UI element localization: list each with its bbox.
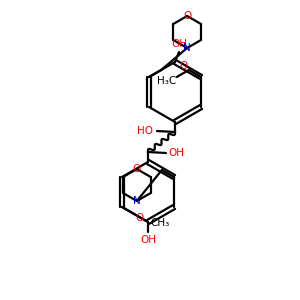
Text: CH₃: CH₃: [151, 218, 170, 228]
Text: OH: OH: [140, 235, 156, 245]
Text: O: O: [133, 164, 141, 174]
Text: N: N: [133, 196, 141, 206]
Text: N: N: [183, 43, 191, 53]
Text: OH: OH: [168, 148, 184, 158]
Text: O: O: [180, 61, 188, 71]
Text: O: O: [183, 11, 191, 21]
Text: H₃C: H₃C: [157, 76, 176, 86]
Text: O: O: [135, 213, 143, 223]
Text: OH: OH: [171, 39, 187, 49]
Text: HO: HO: [137, 126, 153, 136]
